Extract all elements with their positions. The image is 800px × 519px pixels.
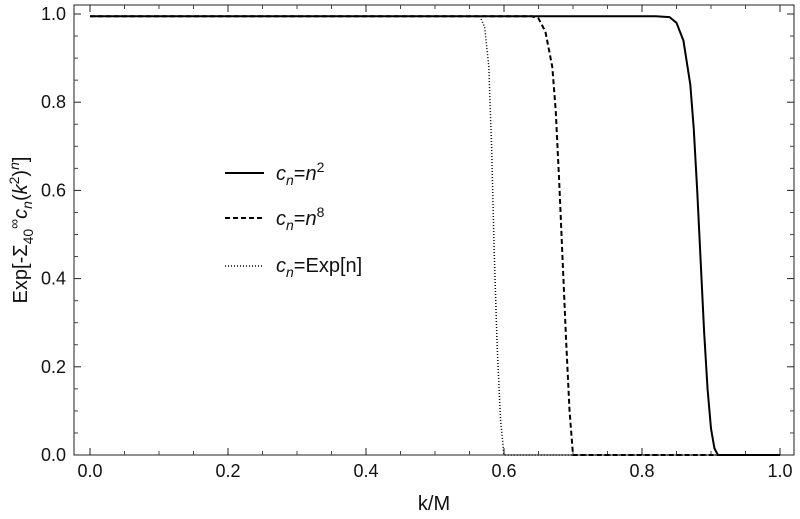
legend-label: cn=n2 [276,159,325,188]
y-tick-label: 0.4 [41,269,66,289]
ylabel-c: c [10,209,32,219]
ylabel-close: ) [10,170,32,177]
x-tick-label: 0.8 [629,461,654,481]
y-tick-label: 0.2 [41,357,66,377]
y-tick-label: 0.0 [41,445,66,465]
ylabel-k: k [10,183,32,194]
legend-label: cn=Exp[n] [276,255,362,280]
ylabel-prefix: Exp[-Σ [10,244,32,303]
legend-item: cn=Exp[n] [225,255,362,280]
x-tick-label: 0.6 [491,461,516,481]
ticks: 0.0 0.2 0.4 0.6 0.8 1.0 0.0 0.2 0.4 0.6 0.8 1.0 [41,4,794,481]
ylabel-sup-2: 2 [6,176,22,184]
legend: cn=n2 cn=n8 cn=Exp[n] [225,159,362,280]
ylabel-end: ] [10,157,32,163]
series-layer [90,15,780,456]
ylabel-open: ( [10,194,32,201]
y-tick-label: 0.8 [41,92,66,112]
legend-label: cn=n8 [276,204,325,233]
ylabel-sup-inf: ∞ [6,219,22,229]
ylabel-sub-40: 40 [20,229,36,245]
y-tick-label: 1.0 [41,4,66,24]
series-line-dotted [90,15,780,456]
x-tick-label: 1.0 [767,461,792,481]
x-axis-label: k/M [418,493,450,515]
x-tick-label: 0.0 [77,461,102,481]
series-line-solid [90,15,780,456]
plot-frame [73,4,795,456]
ylabel-n-sub: n [19,201,35,209]
x-tick-label: 0.4 [353,461,378,481]
y-tick-label: 0.6 [41,180,66,200]
x-tick-label: 0.2 [215,461,240,481]
legend-item: cn=n2 [225,159,325,188]
series-line-dashed [90,15,780,456]
ylabel-sup-n: n [6,162,22,170]
legend-item: cn=n8 [225,204,325,233]
y-axis-label: Exp[-Σ40∞cn(k2)n] [6,157,36,304]
